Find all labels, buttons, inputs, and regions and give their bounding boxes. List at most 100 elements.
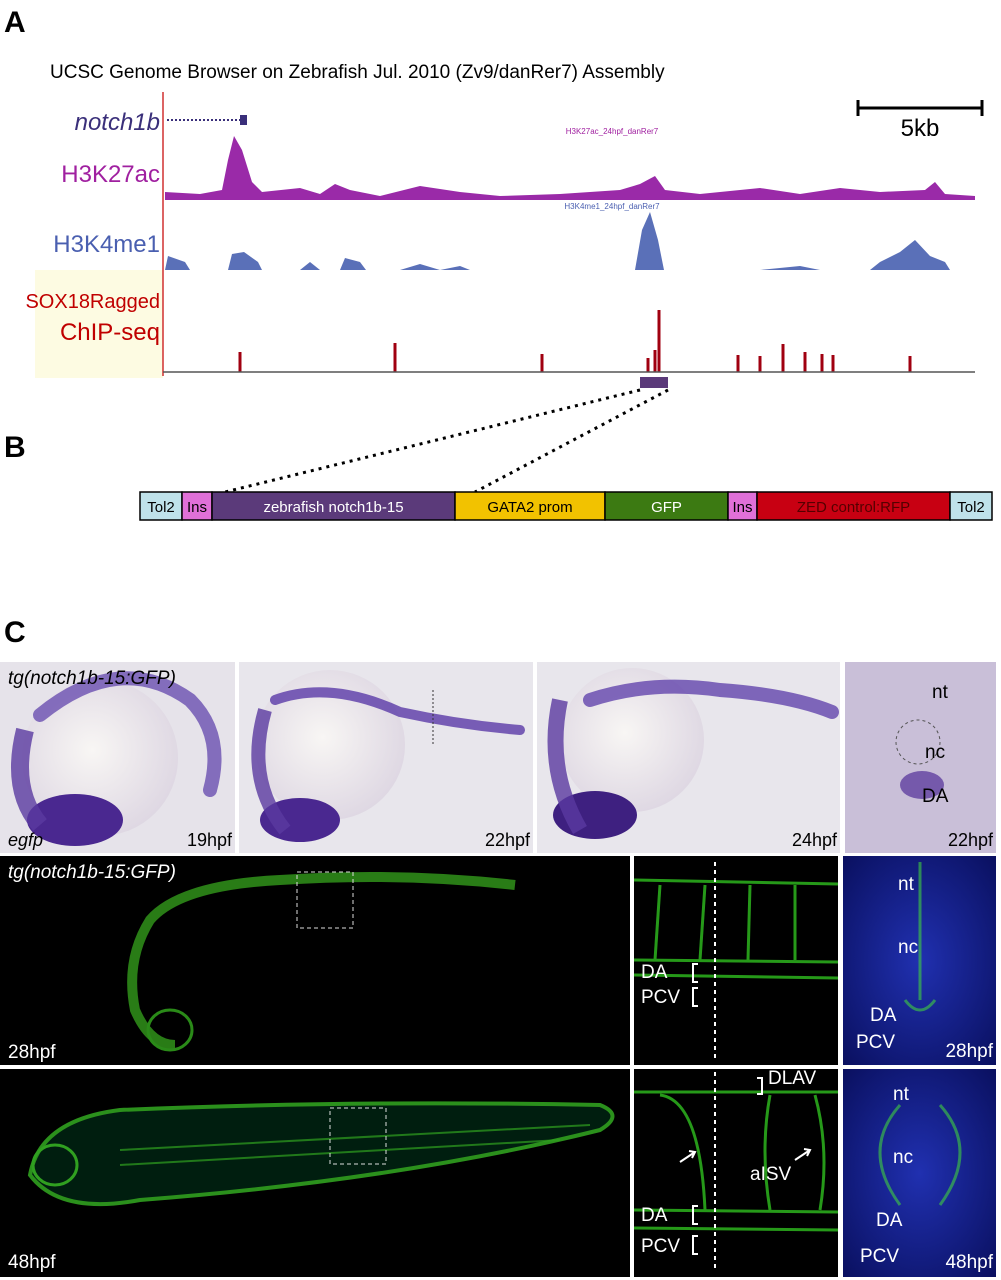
label: A <box>4 6 26 39</box>
label: C <box>4 616 26 649</box>
figure-shape <box>119 1124 591 1166</box>
label: 19hpf <box>187 830 233 850</box>
construct-segment <box>604 491 729 521</box>
construct-segment <box>949 491 993 521</box>
figure-shape: Tol2 Ins zebrafish notch1b-15 GATA2 prom GFP… <box>139 491 993 521</box>
figure-shape <box>757 1077 763 1095</box>
label: H3K4me1 <box>53 231 160 258</box>
figure-shape <box>33 671 222 797</box>
label: B <box>4 431 26 464</box>
segment-label: GFP <box>651 499 682 516</box>
figure-shape <box>583 679 839 719</box>
figure-shape <box>0 856 630 1065</box>
figure-shape <box>903 862 937 1012</box>
figure-shape <box>633 878 839 980</box>
segment-label: Tol2 <box>147 499 175 516</box>
figure-shape <box>146 1008 194 1052</box>
label: H3K4me1_24hpf_danRer7 <box>564 202 660 211</box>
label: PCV <box>860 1246 899 1267</box>
segment-label: ZED control:RFP <box>797 499 910 516</box>
figure-shape <box>640 377 668 388</box>
label: PCV <box>856 1032 895 1053</box>
label: DA <box>876 1210 903 1231</box>
figure-shape <box>224 388 669 494</box>
figure-shape <box>251 708 291 835</box>
figure-shape <box>255 670 405 820</box>
figure-shape <box>698 884 707 961</box>
label: notch1b <box>75 109 160 136</box>
figure-shape <box>878 1104 962 1206</box>
label: ChIP-seq <box>60 319 160 346</box>
figure-shape <box>653 884 662 961</box>
figure-shape <box>31 1143 79 1187</box>
figure-shape <box>659 1093 707 1211</box>
construct-segment <box>181 491 213 521</box>
figure-shape <box>692 1205 698 1255</box>
figure-shape <box>11 727 48 831</box>
label: nt <box>893 1084 910 1105</box>
label: 48hpf <box>945 1252 993 1273</box>
label: 5kb <box>901 115 940 142</box>
figure-shape <box>127 871 516 1050</box>
label: 28hpf <box>945 1041 993 1062</box>
figure-shape <box>238 310 912 372</box>
segment-label: zebrafish notch1b-15 <box>263 499 403 516</box>
label: nc <box>925 742 945 763</box>
segment-label: Ins <box>187 499 207 516</box>
label: PCV <box>641 987 680 1008</box>
figure-shape <box>270 687 525 735</box>
figure-shape <box>119 1124 591 1151</box>
figure-shape <box>895 719 941 765</box>
figure-shape <box>165 212 975 270</box>
label: DA <box>922 786 949 807</box>
segment-label: Ins <box>732 499 752 516</box>
figure-shape <box>27 794 123 846</box>
figure-shape <box>547 698 587 835</box>
label: nc <box>893 1147 913 1168</box>
label: 22hpf <box>948 830 994 850</box>
label: H3K27ac_24hpf_danRer7 <box>566 127 659 136</box>
label: SOX18Ragged <box>25 291 160 313</box>
figure-shape <box>35 270 163 378</box>
label: PCV <box>641 1236 680 1257</box>
label: nt <box>932 682 949 703</box>
figure-shape <box>633 973 839 980</box>
figure-shape <box>763 1094 772 1211</box>
label: 48hpf <box>8 1252 56 1273</box>
construct-segment <box>454 491 606 521</box>
label: aISV <box>750 1164 792 1185</box>
label: nt <box>898 874 915 895</box>
figure-shape <box>329 1107 387 1165</box>
figure-shape <box>843 1069 996 1277</box>
figure-shape <box>633 1090 839 1232</box>
figure-shape <box>633 1208 839 1214</box>
label: H3K27ac <box>61 161 160 188</box>
figure-shape <box>240 115 247 125</box>
label: DA <box>641 1205 668 1226</box>
figure-shape <box>296 871 354 929</box>
figure-shape <box>119 1139 561 1166</box>
label: 28hpf <box>8 1042 56 1063</box>
figure-shape <box>224 388 641 494</box>
label: DA <box>870 1005 897 1026</box>
label: nc <box>898 937 918 958</box>
segment-label: GATA2 prom <box>487 499 572 516</box>
construct-segment <box>756 491 951 521</box>
label: 24hpf <box>792 830 838 850</box>
segment-label: Tol2 <box>957 499 985 516</box>
figure-shape <box>633 958 839 964</box>
label: egfp <box>8 830 43 850</box>
label: DLAV <box>768 1068 817 1089</box>
label: UCSC Genome Browser on Zebrafish Jul. 20… <box>50 62 665 83</box>
figure-shape <box>679 1148 812 1163</box>
label: tg(notch1b-15:GFP) <box>8 668 176 689</box>
figure-shape <box>634 1069 838 1277</box>
label: 22hpf <box>485 830 531 850</box>
figure-shape <box>845 662 996 853</box>
figure-shape <box>900 771 944 799</box>
figure-shape <box>633 878 839 886</box>
label: DA <box>641 962 668 983</box>
figure-shape <box>692 963 698 1007</box>
figure-shape <box>813 1094 826 1211</box>
